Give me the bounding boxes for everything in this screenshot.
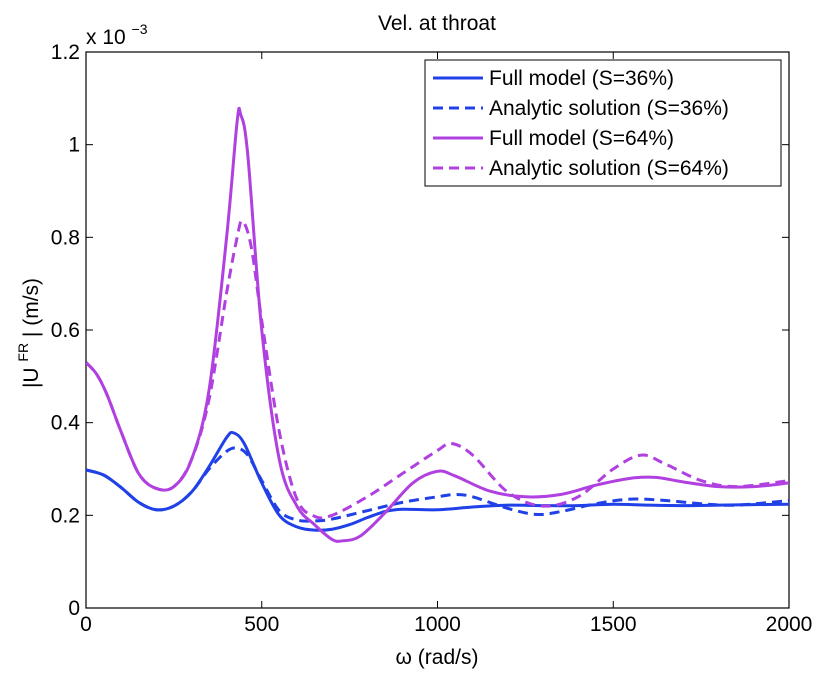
legend-label-3: Full model (S=64%) <box>489 127 674 150</box>
y-scale-base: x 10 <box>86 26 126 49</box>
y-tick-label: 0.8 <box>51 226 80 249</box>
legend: Full model (S=36%) Analytic solution (S=3… <box>424 59 782 187</box>
y-tick-label: 0.4 <box>51 412 81 435</box>
y-axis-title: |U FR | (m/s) <box>10 278 43 388</box>
series-line-2 <box>86 446 789 523</box>
y-scale-exponent: −3 <box>132 21 148 37</box>
x-tick-label: 500 <box>244 613 279 636</box>
y-tick-label: 0.6 <box>51 319 80 342</box>
legend-label-4: Analytic solution (S=64%) <box>489 157 729 180</box>
legend-label-2: Analytic solution (S=36%) <box>489 97 729 120</box>
legend-box <box>424 59 782 187</box>
legend-items: Full model (S=36%) Analytic solution (S=3… <box>433 67 729 180</box>
x-tick-label: 1000 <box>414 613 461 636</box>
y-axis-title-superscript: FR <box>15 343 31 362</box>
y-scale-note: x 10 −3 <box>86 21 148 49</box>
series-lines <box>86 106 789 543</box>
axis-ticks: 0 500 1000 1500 2000 0 0.2 0.4 0.6 0.8 1 1.2 <box>51 41 813 636</box>
x-axis-title: ω (rad/s) <box>396 646 479 669</box>
y-axis-title-prefix: |U <box>20 367 43 388</box>
x-tick-label: 1500 <box>590 613 637 636</box>
y-axis-title-suffix: | (m/s) <box>20 278 43 337</box>
chart-title: Vel. at throat <box>378 12 496 35</box>
y-tick-label: 1 <box>68 134 80 157</box>
legend-label-1: Full model (S=36%) <box>489 67 674 90</box>
series-line-4 <box>86 219 789 520</box>
x-tick-label: 0 <box>80 613 92 636</box>
x-tick-label: 2000 <box>766 613 813 636</box>
y-tick-label: 0 <box>68 597 80 620</box>
y-tick-label: 1.2 <box>51 41 80 64</box>
y-tick-label: 0.2 <box>51 504 80 527</box>
